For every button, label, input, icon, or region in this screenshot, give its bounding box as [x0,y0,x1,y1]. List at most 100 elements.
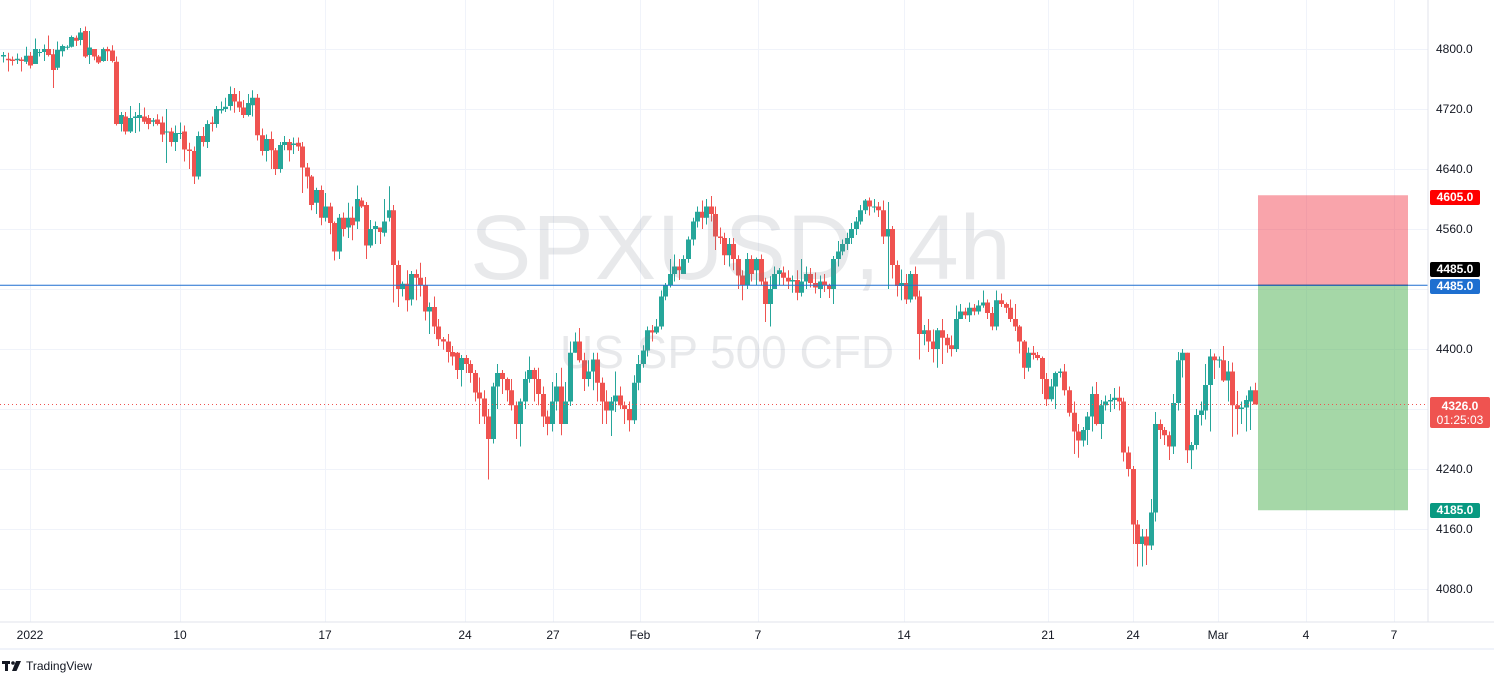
candle [650,325,655,342]
candle [51,49,56,88]
candle [831,256,836,304]
tradingview-logo[interactable]: TradingView [2,659,92,673]
candle [1008,299,1013,322]
candle [1131,466,1136,544]
candle [1090,386,1095,432]
candle [904,274,909,304]
candle [568,341,573,406]
candle [790,275,795,293]
time-axis-tick: 17 [318,628,332,642]
candle [477,377,482,424]
take-profit-price-label: 4185.0 [1430,503,1480,518]
candle [1226,361,1231,402]
candle [1022,340,1027,379]
candle [1076,424,1081,458]
stop-loss-zone[interactable] [1258,195,1408,286]
time-axis-tick: 27 [546,628,560,642]
candle [945,334,950,353]
candle [468,360,473,383]
candle [119,112,124,132]
price-axis-tick: 4160.0 [1436,522,1473,536]
candle [196,131,201,180]
candle [1158,419,1163,439]
time-axis-tick: 10 [173,628,187,642]
candle [908,271,913,303]
horizontal-lines [0,284,1428,405]
candle [182,125,187,162]
candle [128,106,133,133]
candle [591,352,596,391]
candle [1248,386,1253,430]
candle [749,255,754,282]
candle [613,371,618,412]
candle [713,206,718,250]
candle [123,112,128,135]
candle [731,238,736,271]
candle [455,352,460,379]
candle [1062,364,1067,396]
candle [709,196,714,222]
candle [332,221,337,261]
candle [686,236,691,263]
candle [359,197,364,208]
candle [677,259,682,280]
candle [1085,412,1090,445]
candle [246,94,251,117]
candle [867,197,872,216]
candle [922,325,927,346]
candle [659,290,664,330]
candle [1171,394,1176,454]
candle [364,202,369,259]
candle [536,367,541,406]
candle [1121,397,1126,462]
candle [237,91,242,112]
candle [255,94,260,141]
candle [350,206,355,241]
candle [845,232,850,250]
candle [305,163,310,189]
candle [949,335,954,357]
candle [418,262,423,297]
candle [173,125,178,151]
candle [1162,427,1167,445]
candle [391,205,396,303]
bar-countdown: 01:25:03 [1436,413,1484,427]
candle [355,185,360,229]
candle [323,193,328,222]
candle [187,142,192,169]
candle [777,268,782,286]
candle [459,355,464,387]
time-axis-tick: 24 [1126,628,1140,642]
candle [346,202,351,238]
candle [954,305,959,352]
price-axis-tick: 4400.0 [1436,342,1473,356]
candle [160,116,165,142]
candle [205,120,210,148]
candle [1244,395,1249,432]
candle [278,142,283,173]
candle [155,114,160,126]
take-profit-zone[interactable] [1258,285,1408,511]
candle [491,382,496,444]
candle [759,254,764,286]
candle [1017,325,1022,354]
candle [827,283,832,298]
description-watermark: US SP 500 CFD [560,326,895,378]
candle [886,202,891,289]
price-axis-tick: 4080.0 [1436,582,1473,596]
candle [1067,386,1072,417]
candle [432,296,437,334]
candle [1203,364,1208,420]
candle [287,139,292,162]
candle [600,377,605,424]
candle [1058,368,1063,378]
candle [1117,386,1122,411]
candle [296,137,301,151]
candle [482,390,487,424]
candle [500,370,505,394]
candle [319,185,324,226]
candle [1053,371,1058,409]
candle [636,355,641,391]
candle [1072,401,1077,454]
